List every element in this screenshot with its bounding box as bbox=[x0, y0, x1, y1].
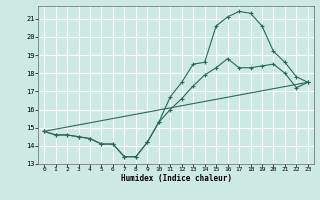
X-axis label: Humidex (Indice chaleur): Humidex (Indice chaleur) bbox=[121, 174, 231, 183]
